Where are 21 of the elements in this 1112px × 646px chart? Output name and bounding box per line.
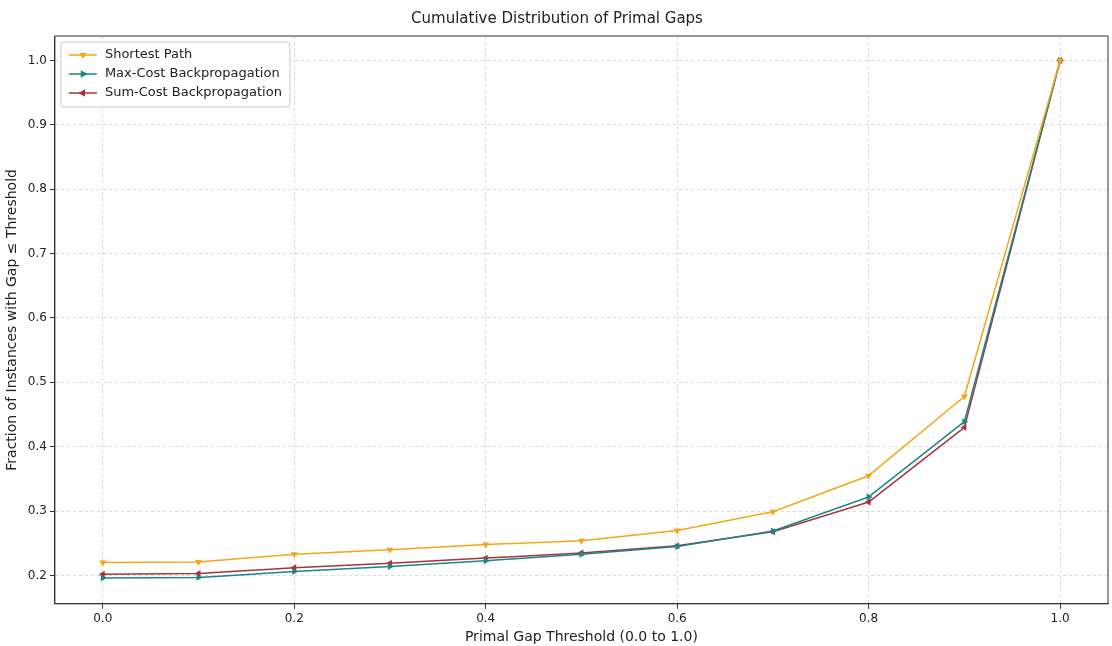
legend-label: Sum-Cost Backpropagation [104, 84, 282, 100]
y-tick-label: 0.7 [27, 245, 47, 260]
y-tick-label: 0.3 [27, 503, 47, 518]
legend-label: Shortest Path [104, 46, 193, 62]
y-tick-label: 0.4 [27, 438, 47, 453]
chart-title: Cumulative Distribution of Primal Gaps [411, 8, 704, 27]
y-tick-label: 1.0 [27, 52, 47, 67]
x-tick-label: 0.0 [93, 611, 113, 626]
x-tick-label: 0.4 [476, 611, 496, 626]
y-tick-label: 0.5 [27, 374, 47, 389]
y-tick-label: 0.6 [27, 310, 47, 325]
x-tick-label: 0.2 [284, 611, 304, 626]
y-axis-title: Fraction of Instances with Gap ≤ Threshold [3, 169, 20, 471]
y-tick-label: 0.9 [27, 116, 47, 131]
y-tick-label: 0.8 [27, 181, 47, 196]
x-tick-label: 1.0 [1050, 611, 1070, 626]
x-axis-title: Primal Gap Threshold (0.0 to 1.0) [464, 628, 698, 645]
y-tick-label: 0.2 [27, 567, 47, 582]
legend-label: Max-Cost Backpropagation [104, 65, 280, 81]
x-tick-label: 0.8 [859, 611, 879, 626]
x-tick-label: 0.6 [667, 611, 687, 626]
